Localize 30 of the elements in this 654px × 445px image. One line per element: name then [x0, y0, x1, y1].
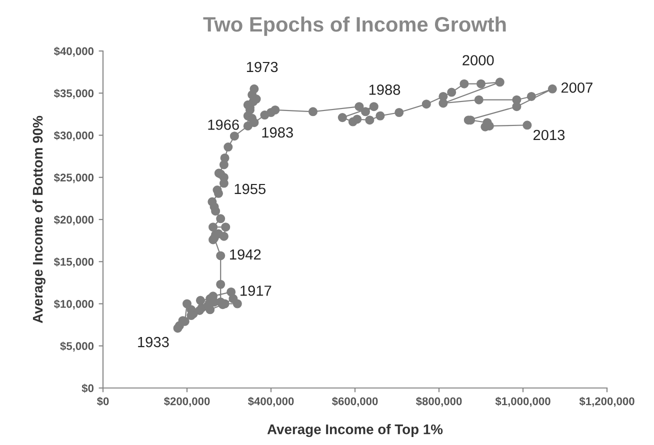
annotation: 1933	[138, 336, 169, 348]
x-tick-label: $800,000	[416, 396, 462, 407]
x-tick-label: $600,000	[332, 396, 378, 407]
annotation: 1988	[369, 84, 400, 95]
annotation: 2013	[533, 130, 565, 140]
annotation: 1955	[234, 184, 266, 194]
x-tick-label: $200,000	[164, 396, 210, 407]
x-tick-label: $1,200,000	[579, 396, 634, 407]
annotation: 1983	[262, 127, 293, 138]
annotation: 1942	[230, 249, 261, 260]
x-axis-title: Average Income of Top 1%	[267, 424, 443, 438]
y-tick-label: $5,000	[60, 342, 94, 352]
y-tick-label: $0	[82, 384, 94, 393]
annotation: 1973	[246, 62, 278, 72]
chart-title: Two Epochs of Income Growth	[203, 16, 506, 36]
annotation: 2007	[561, 82, 592, 93]
y-tick-label: $30,000	[54, 131, 94, 141]
y-tick-label: $15,000	[54, 257, 94, 268]
x-tick-label: $0	[96, 396, 109, 406]
annotation: 1966	[208, 120, 239, 130]
annotation: 2000	[462, 55, 494, 66]
y-tick-label: $10,000	[54, 300, 94, 310]
y-tick-label: $35,000	[54, 88, 94, 99]
y-axis-title: Average Income of Bottom 90%	[32, 116, 46, 324]
x-tick-label: $400,000	[248, 396, 294, 407]
y-tick-label: $20,000	[54, 215, 94, 226]
y-tick-label: $40,000	[54, 46, 94, 57]
x-tick-label: $1,000,000	[495, 396, 550, 407]
annotation: 1917	[240, 286, 272, 296]
y-tick-label: $25,000	[54, 173, 94, 184]
